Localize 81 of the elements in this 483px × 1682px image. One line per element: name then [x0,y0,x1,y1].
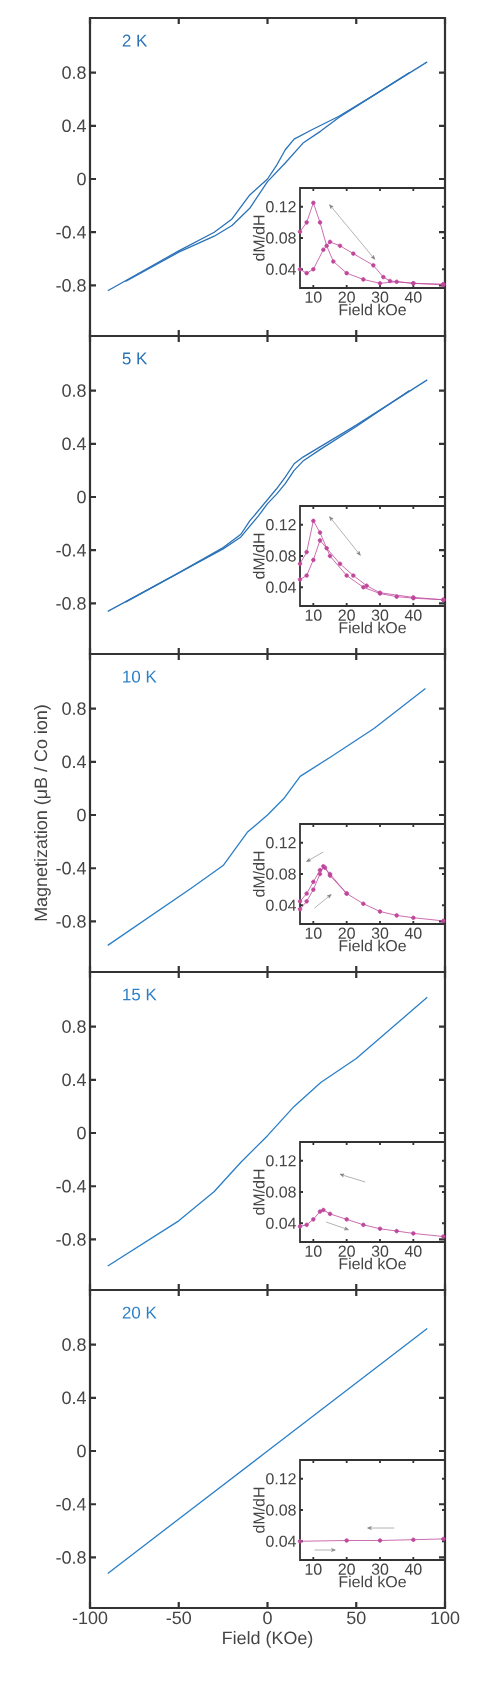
y-tick-label: 0.08 [266,1186,296,1198]
y-tick-label: 0.8 [62,702,86,715]
y-tick-label: 0.04 [266,263,297,275]
y-tick-label: 0.4 [62,437,86,451]
y-tick-label: 0.4 [62,1391,86,1405]
y-tick-label: -0.4 [56,1179,86,1193]
y-tick-label: -0.8 [56,597,86,610]
x-tick-label: 10 [305,291,322,303]
x-tick-label: 10 [305,1563,322,1575]
x-tick-label: 10 [305,1245,322,1257]
y-tick-label: 0.04 [266,1535,297,1547]
y-tick-label: 0.08 [266,550,296,562]
y-tick-label: 0.8 [62,66,86,79]
text: 10 K [123,670,157,683]
y-axis-title: dM/dH [252,215,265,261]
text: 5 K [122,352,148,365]
y-tick-label: 0.8 [62,1020,86,1033]
x-tick-label: 50 [347,1611,366,1625]
y-tick-label: 0.04 [266,899,297,911]
x-axis-title: Field kOe [339,1257,406,1270]
x-tick-label: 40 [404,291,422,303]
y-tick-label: -0.8 [56,915,86,928]
text: 20 K [122,1306,157,1319]
x-tick-label: 40 [404,1563,422,1575]
x-tick-label: 10 [305,609,322,621]
x-tick-label: -50 [166,1611,192,1625]
y-tick-label: 0.12 [266,1155,296,1167]
y-tick-label: -0.4 [56,1497,86,1511]
y-tick-label: 0.08 [266,1504,296,1516]
y-axis-title: dM/dH [252,1169,265,1215]
y-tick-label: 0 [77,808,86,822]
y-tick-label: -0.8 [56,1233,86,1246]
x-tick-label: 40 [404,609,422,621]
x-axis-title: Field kOe [339,303,406,316]
y-tick-label: 0 [77,490,86,504]
y-tick-label: 0.4 [62,755,86,769]
x-tick-label: -100 [72,1611,108,1625]
x-tick-label: 30 [371,609,389,621]
text: 2 K [122,34,148,47]
y-tick-label: -0.8 [56,1551,86,1564]
x-tick-label: 30 [371,927,389,939]
y-tick-label: 0.12 [266,519,296,531]
y-tick-label: 0.12 [266,201,296,213]
y-axis-title: dM/dH [252,1487,265,1533]
x-tick-label: 40 [404,1245,422,1257]
x-axis-title: Field kOe [339,1575,406,1588]
y-axis-title: dM/dH [252,851,265,897]
x-tick-label: 20 [338,927,355,939]
y-tick-label: 0.12 [266,1473,296,1485]
y-tick-label: 0 [77,172,86,186]
x-tick-label: 20 [338,609,355,621]
y-tick-label: 0.4 [62,119,86,133]
x-tick-label: 20 [338,1563,355,1575]
y-tick-label: -0.4 [56,861,86,875]
text: 15 K [123,988,157,1001]
y-tick-label: 0.04 [266,1217,297,1229]
x-axis-title: Field kOe [339,621,406,634]
y-tick-label: 0.8 [62,384,86,397]
x-tick-label: 30 [371,291,389,303]
y-tick-label: 0.8 [62,1338,86,1351]
x-tick-label: 20 [338,291,355,303]
x-tick-label: 30 [371,1563,389,1575]
x-axis-title: Field (KOe) [223,1631,313,1648]
y-tick-label: -0.4 [56,543,86,557]
x-axis-title: Field kOe [339,939,406,952]
y-tick-label: 0.4 [62,1073,86,1087]
y-axis-title: dM/dH [252,533,265,579]
y-tick-label: -0.8 [56,279,86,292]
y-tick-label: 0.04 [266,581,297,593]
y-tick-label: -0.4 [56,225,86,239]
y-axis-title: Magnetization (μB / Co ion) [34,705,51,921]
y-tick-label: 0.08 [266,232,296,244]
y-tick-label: 0 [77,1444,86,1458]
x-tick-label: 30 [371,1245,389,1257]
x-tick-label: 100 [431,1611,460,1625]
y-tick-label: 0.12 [266,837,296,849]
y-tick-label: 0.08 [266,868,296,880]
x-tick-label: 10 [305,927,322,939]
x-tick-label: 20 [338,1245,355,1257]
x-tick-label: 40 [404,927,422,939]
y-tick-label: 0 [77,1126,86,1140]
